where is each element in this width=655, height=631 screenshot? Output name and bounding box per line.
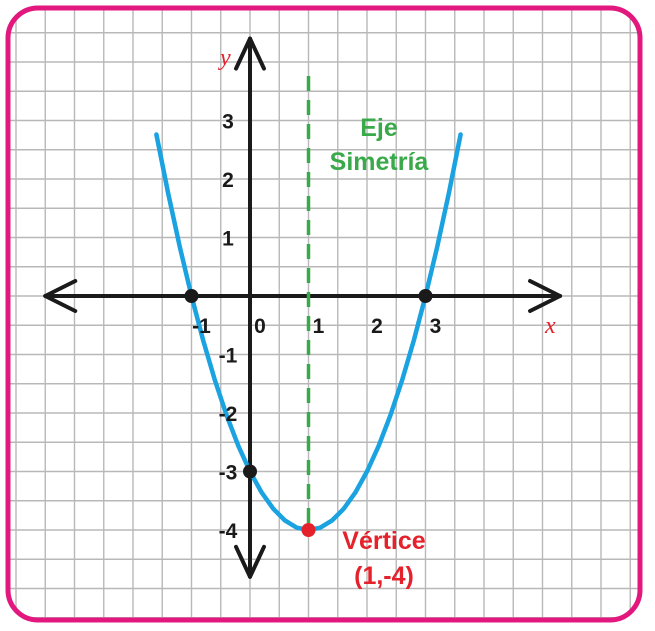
y-tick-label: -4 [219,520,238,543]
vertex-point [301,523,316,537]
key-points [184,289,433,537]
y-tick-label: -1 [219,345,238,368]
x-intercept-left-point [184,289,199,303]
y-axis-top-arrow [234,36,266,71]
y-tick-label: -2 [219,403,238,426]
vertex-label-line2: (1,-4) [354,562,414,590]
y-tick-label: 1 [222,228,234,251]
x-tick-label: 0 [254,315,266,338]
y-tick-label: 2 [222,169,234,192]
y-tick-label: -3 [219,462,238,485]
chart-frame-border [5,5,643,623]
x-axis-label: x [544,313,556,339]
tick-labels: -1 0 1 2 3 3 2 1 -1 -2 -3 -4 [192,111,441,544]
x-tick-label: 3 [430,315,442,338]
y-tick-label: 3 [222,111,234,134]
chart-frame-background [8,8,640,620]
x-axis-left-arrow [43,279,78,313]
y-intercept-point [243,464,257,479]
x-axis-right-arrow [528,279,563,313]
symmetry-label-line2: Simetría [330,148,430,176]
axes [43,36,563,579]
x-tick-label: 1 [313,315,325,338]
x-tick-label: -1 [192,315,211,338]
x-intercept-right-point [418,289,433,303]
x-tick-label: 2 [371,315,383,338]
y-axis-bottom-arrow [234,544,266,579]
y-axis-label: y [218,45,231,71]
vertex-label-line1: Vértice [342,527,425,555]
symmetry-label-line1: Eje [360,114,398,142]
